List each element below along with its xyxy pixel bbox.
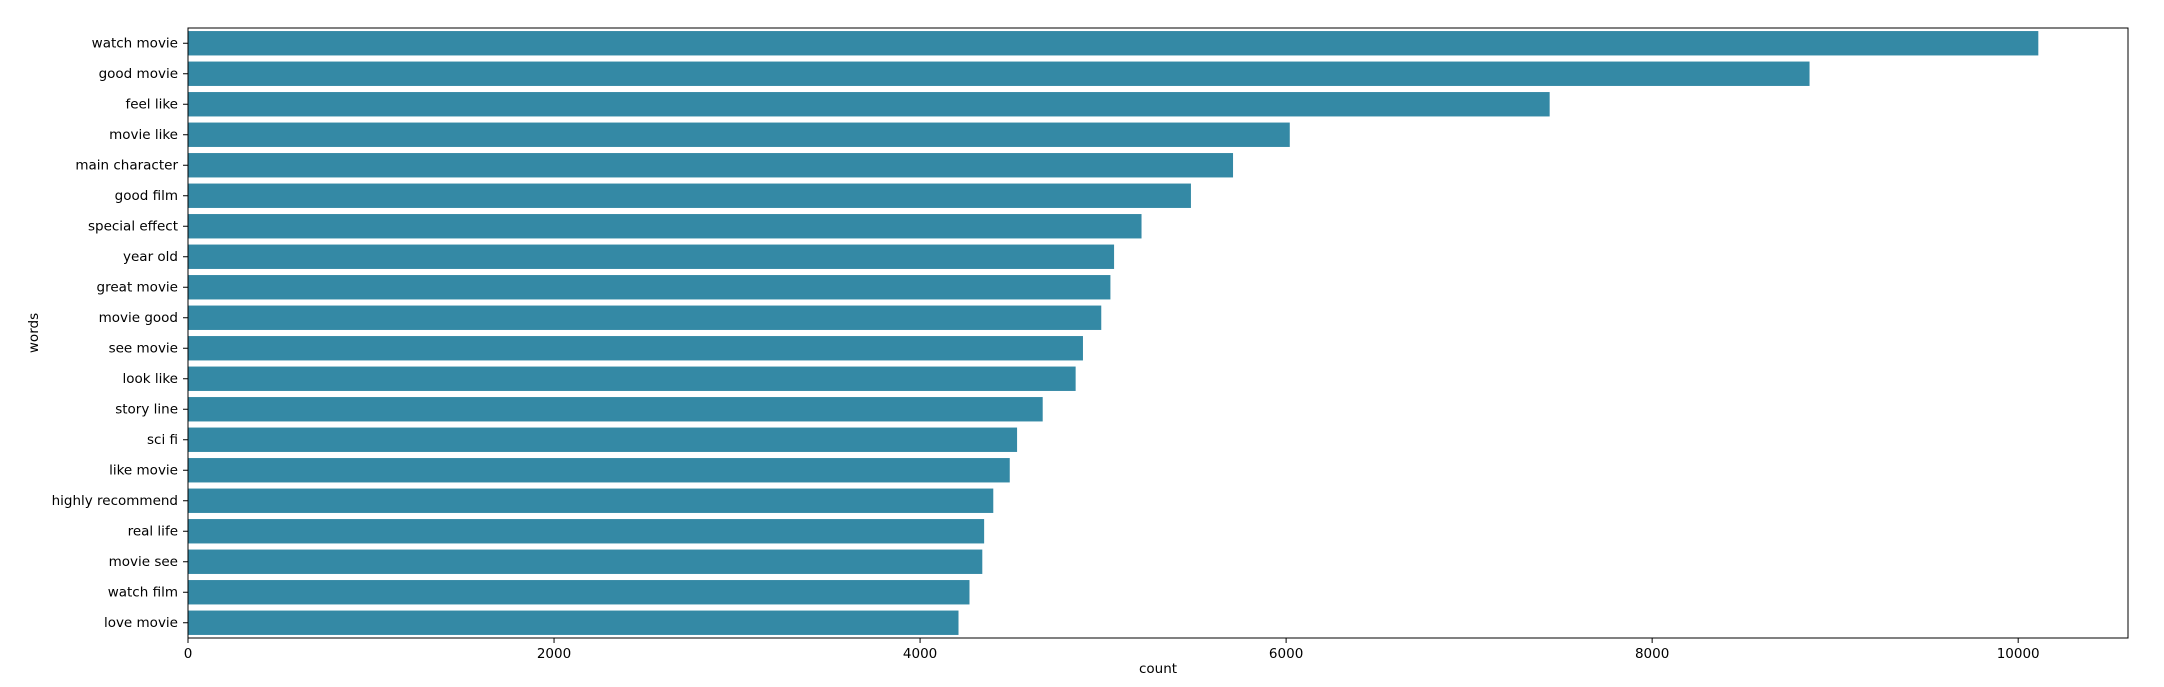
bar xyxy=(188,305,1102,330)
x-tick-label: 10000 xyxy=(1997,646,2040,662)
bar xyxy=(188,122,1290,147)
bar xyxy=(188,458,1010,483)
bar xyxy=(188,427,1018,452)
bar xyxy=(188,92,1550,117)
y-tick-label: movie good xyxy=(99,310,178,326)
y-tick-label: movie see xyxy=(109,554,178,570)
y-tick-label: good movie xyxy=(99,66,178,82)
y-tick-label: feel like xyxy=(125,96,178,112)
x-tick-label: 6000 xyxy=(1269,646,1303,662)
bar xyxy=(188,366,1076,391)
x-tick-label: 2000 xyxy=(537,646,571,662)
y-tick-label: story line xyxy=(115,401,178,417)
y-tick-label: love movie xyxy=(104,615,178,631)
y-axis-label: words xyxy=(26,313,42,353)
y-tick-label: look like xyxy=(122,371,178,387)
bar xyxy=(188,275,1111,300)
bar xyxy=(188,153,1234,178)
y-tick-label: special effect xyxy=(88,218,178,234)
y-tick-label: great movie xyxy=(97,279,178,295)
y-tick-label: highly recommend xyxy=(52,493,178,509)
y-tick-label: real life xyxy=(128,523,178,539)
bar xyxy=(188,183,1191,208)
bar xyxy=(188,610,959,635)
bar xyxy=(188,519,985,544)
y-tick-label: sci fi xyxy=(147,432,178,448)
y-tick-label: main character xyxy=(75,157,178,173)
bar xyxy=(188,336,1083,361)
x-tick-label: 4000 xyxy=(903,646,937,662)
bar xyxy=(188,214,1142,239)
bar xyxy=(188,549,983,574)
bar xyxy=(188,61,1810,86)
bar xyxy=(188,397,1043,422)
y-tick-label: see movie xyxy=(109,340,178,356)
bar xyxy=(188,31,2039,56)
y-tick-label: good film xyxy=(115,188,178,204)
x-tick-label: 0 xyxy=(184,646,193,662)
bar xyxy=(188,580,970,605)
y-tick-label: watch movie xyxy=(92,35,178,51)
x-axis-ticks: 0 2000 4000 6000 8000 10000 xyxy=(184,638,2040,662)
plot-frame xyxy=(187,27,2129,639)
y-tick-label: movie like xyxy=(109,127,178,143)
bar xyxy=(188,488,994,513)
y-tick-label: watch film xyxy=(108,584,178,600)
x-axis-label: count xyxy=(1139,661,1177,677)
y-tick-label: year old xyxy=(123,249,178,265)
y-tick-label: like movie xyxy=(109,462,178,478)
x-tick-label: 8000 xyxy=(1635,646,1669,662)
y-axis-ticks: watch movie good movie feel like movie like… xyxy=(52,35,188,631)
bars-layer xyxy=(188,31,2039,635)
bar xyxy=(188,244,1115,269)
